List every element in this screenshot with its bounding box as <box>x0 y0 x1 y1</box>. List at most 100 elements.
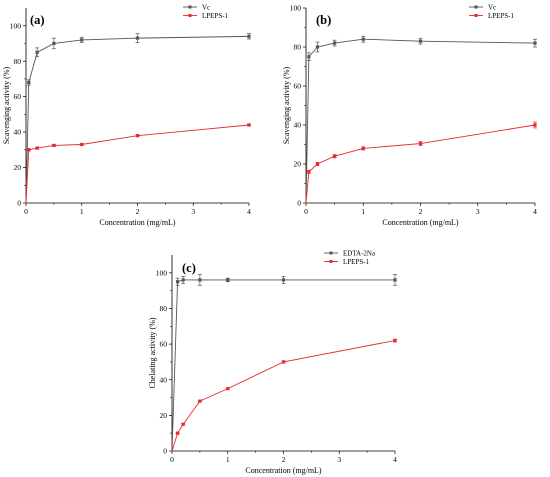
x-tick-label: 3 <box>191 207 195 216</box>
panel-label: (b) <box>316 13 331 27</box>
y-tick-label: 100 <box>156 268 168 277</box>
data-point <box>181 278 185 282</box>
legend-label: LPEPS-1 <box>488 12 515 20</box>
legend-marker <box>188 5 192 9</box>
y-tick-label: 80 <box>294 43 302 52</box>
data-point <box>418 141 423 146</box>
y-tick-label: 60 <box>160 340 168 349</box>
legend-label: Vc <box>202 4 210 12</box>
data-point <box>307 170 311 174</box>
data-point <box>533 123 537 127</box>
series-vc <box>25 33 251 204</box>
x-tick-label: 4 <box>247 207 251 216</box>
series-line <box>305 124 536 204</box>
x-tick-label: 1 <box>80 207 84 216</box>
data-point <box>198 399 202 403</box>
y-tick-label: 100 <box>10 21 22 30</box>
x-axis-title: Concentration (mg/mL) <box>99 218 176 227</box>
legend-label: LPEPS-1 <box>343 258 370 266</box>
y-tick-label: 0 <box>17 199 21 208</box>
y-tick-label: 0 <box>297 199 301 208</box>
y-tick-label: 20 <box>160 411 168 420</box>
y-axis-title: Scavenging activity (%) <box>2 67 11 145</box>
y-tick-label: 40 <box>294 121 302 130</box>
data-point <box>315 162 320 166</box>
data-point <box>175 280 180 284</box>
y-axis-title: Chelating activity (%) <box>148 317 157 388</box>
data-point <box>247 34 251 38</box>
y-tick-label: 80 <box>160 304 168 313</box>
x-tick-label: 3 <box>476 207 480 216</box>
x-tick-label: 3 <box>337 455 341 464</box>
x-tick-label: 2 <box>282 455 286 464</box>
data-point <box>35 50 39 54</box>
legend-marker <box>474 14 478 17</box>
panel-label: (a) <box>30 13 45 27</box>
y-tick-label: 60 <box>294 82 302 91</box>
data-point <box>135 134 140 138</box>
y-tick-label: 40 <box>14 128 22 137</box>
data-point <box>175 431 180 435</box>
data-point <box>198 278 202 282</box>
data-point <box>307 55 311 59</box>
series-line <box>171 340 396 452</box>
data-point <box>226 278 230 282</box>
y-tick-label: 40 <box>160 375 168 384</box>
y-tick-label: 20 <box>14 163 22 172</box>
data-point <box>393 278 397 282</box>
data-point <box>80 38 84 42</box>
data-point <box>247 123 251 127</box>
legend-marker <box>329 260 333 263</box>
data-point <box>52 41 56 46</box>
x-axis-title: Concentration (mg/mL) <box>245 466 322 475</box>
x-tick-label: 2 <box>419 207 423 216</box>
data-point <box>35 146 39 150</box>
data-point <box>281 278 286 282</box>
data-point <box>418 39 423 43</box>
x-tick-label: 4 <box>393 455 397 464</box>
data-point <box>361 146 365 150</box>
x-tick-label: 1 <box>361 207 365 216</box>
x-tick-label: 0 <box>24 207 28 216</box>
legend-marker <box>474 5 478 9</box>
y-tick-label: 100 <box>290 4 302 13</box>
series-line <box>25 35 250 204</box>
data-point <box>393 338 397 343</box>
data-point <box>281 360 286 364</box>
y-tick-label: 0 <box>163 447 167 456</box>
series-lpeps-1 <box>25 123 251 204</box>
x-tick-label: 4 <box>533 207 537 216</box>
data-point <box>333 41 337 45</box>
x-tick-label: 0 <box>170 455 174 464</box>
y-tick-label: 80 <box>14 57 22 66</box>
data-point <box>361 37 365 41</box>
legend-label: EDTA-2Na <box>343 250 376 258</box>
legend-label: Vc <box>488 4 496 12</box>
data-point <box>181 422 185 426</box>
series-lpeps-1 <box>305 121 537 204</box>
series-line <box>171 279 395 452</box>
series-vc <box>305 35 537 204</box>
x-axis-title: Concentration (mg/mL) <box>382 218 459 227</box>
data-point <box>533 41 537 45</box>
data-point <box>80 142 84 147</box>
y-axis-title: Scavenging activity (%) <box>282 67 291 145</box>
legend-marker <box>188 14 192 17</box>
x-tick-label: 0 <box>304 207 308 216</box>
x-tick-label: 2 <box>136 207 140 216</box>
data-point <box>27 148 31 152</box>
x-tick-label: 1 <box>226 455 230 464</box>
y-tick-label: 60 <box>14 92 22 101</box>
data-point <box>135 36 140 40</box>
legend-label: LPEPS-1 <box>202 12 229 20</box>
series-line <box>305 38 536 204</box>
data-point <box>226 387 230 391</box>
data-point <box>315 45 320 49</box>
data-point <box>27 80 31 85</box>
series-lpeps-1 <box>171 338 397 452</box>
panel-label: (c) <box>182 261 196 275</box>
